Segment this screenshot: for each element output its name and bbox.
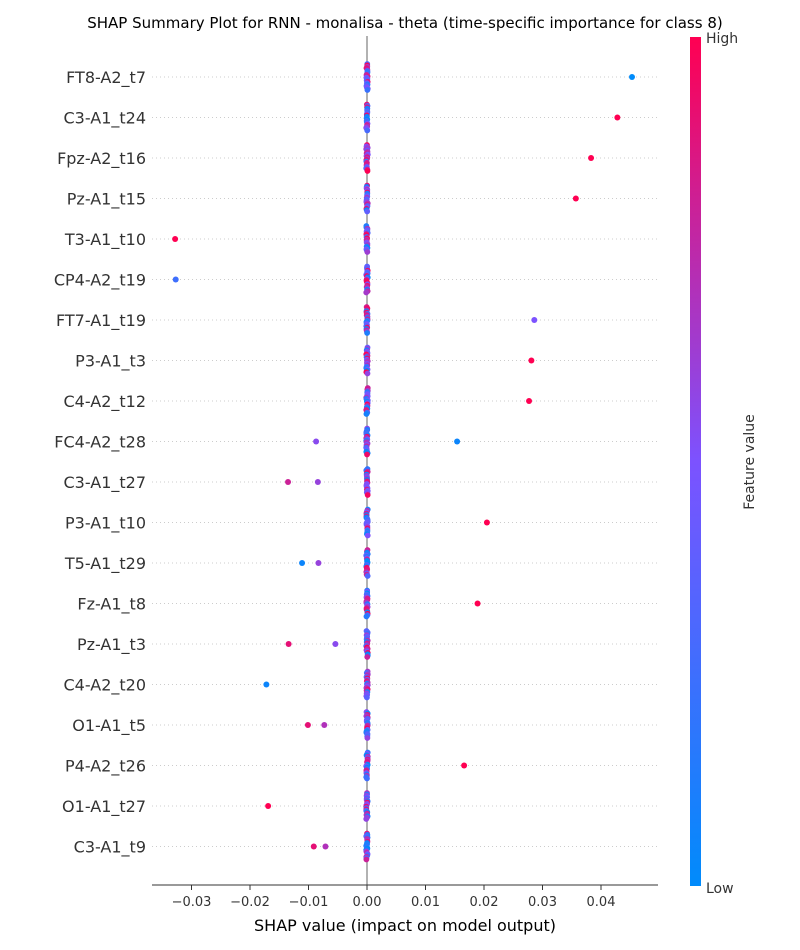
shap-point xyxy=(364,451,370,458)
shap-point xyxy=(531,317,538,323)
shap-point xyxy=(315,560,322,566)
shap-point xyxy=(474,600,481,607)
shap-point xyxy=(364,330,371,336)
shap-point xyxy=(364,370,371,377)
feature-label: FC4-A2_t28 xyxy=(54,433,146,453)
shap-point xyxy=(172,236,179,242)
chart-title: SHAP Summary Plot for RNN - monalisa - t… xyxy=(87,14,722,32)
shap-point xyxy=(364,573,371,579)
shap-point xyxy=(588,155,595,161)
shap-point xyxy=(483,519,490,526)
feature-label: C4-A2_t20 xyxy=(63,676,146,696)
feature-rows: FT8-A2_t7 C3-A1_t24 Fpz-A2_t16 Pz-A1_t15 T3-… xyxy=(54,68,658,858)
feature-label: P3-A1_t10 xyxy=(65,514,146,534)
colorbar-gradient xyxy=(690,37,701,886)
colorbar-title: Feature value xyxy=(742,414,758,510)
shap-point xyxy=(363,613,370,620)
x-tick-label: −0.03 xyxy=(172,895,212,910)
shap-point xyxy=(364,127,371,134)
shap-point xyxy=(614,114,621,121)
feature-label: O1-A1_t27 xyxy=(62,797,146,817)
shap-point xyxy=(299,560,306,566)
shap-point xyxy=(572,195,579,202)
shap-point xyxy=(363,289,370,296)
feature-label: O1-A1_t5 xyxy=(72,716,146,736)
feature-label: C4-A2_t12 xyxy=(63,392,146,412)
shap-point xyxy=(363,856,370,863)
x-axis-label: SHAP value (impact on model output) xyxy=(254,916,556,935)
shap-point xyxy=(528,357,535,364)
shap-point xyxy=(304,722,311,728)
shap-point xyxy=(364,735,371,741)
shap-point xyxy=(322,843,329,850)
shap-point xyxy=(285,641,292,647)
feature-label: CP4-A2_t19 xyxy=(54,271,146,291)
x-tick-label: −0.02 xyxy=(230,895,270,910)
feature-label: C3-A1_t24 xyxy=(63,109,146,129)
shap-point xyxy=(314,479,321,485)
points-layer xyxy=(172,61,636,863)
colorbar-low-label: Low xyxy=(706,881,734,897)
shap-point xyxy=(285,479,292,485)
shap-point xyxy=(364,694,370,701)
x-tick-label: −0.01 xyxy=(289,895,329,910)
feature-label: Pz-A1_t3 xyxy=(77,635,146,655)
colorbar-high-label: High xyxy=(706,31,738,47)
feature-label: Fpz-A2_t16 xyxy=(57,149,146,169)
shap-point xyxy=(364,208,371,215)
shap-point xyxy=(526,398,533,404)
shap-point xyxy=(364,532,371,539)
shap-point xyxy=(321,722,328,728)
shap-point xyxy=(363,816,370,822)
shap-point xyxy=(313,438,320,445)
colorbar: High Low Feature value xyxy=(690,31,758,897)
shap-point xyxy=(454,438,461,445)
x-tick-label: 0.02 xyxy=(470,895,499,910)
feature-label: C3-A1_t9 xyxy=(74,838,146,858)
x-ticks: −0.03 −0.02 −0.01 0.00 0.01 0.02 0.03 0.04 xyxy=(172,885,616,910)
shap-point xyxy=(364,775,370,782)
shap-point xyxy=(172,276,179,283)
shap-point xyxy=(363,411,370,417)
shap-point xyxy=(263,681,270,688)
feature-label: Pz-A1_t15 xyxy=(67,190,146,210)
x-tick-label: 0.01 xyxy=(411,895,440,910)
x-tick-label: 0.03 xyxy=(528,895,557,910)
feature-label: P3-A1_t3 xyxy=(75,352,146,372)
shap-point xyxy=(461,762,468,769)
feature-label: P4-A2_t26 xyxy=(65,757,146,777)
feature-label: FT7-A1_t19 xyxy=(56,311,146,331)
shap-point xyxy=(629,74,636,80)
shap-point xyxy=(364,249,371,255)
shap-point xyxy=(310,843,317,850)
shap-point xyxy=(364,87,371,93)
feature-label: C3-A1_t27 xyxy=(63,473,146,493)
shap-point xyxy=(265,803,272,809)
feature-label: T3-A1_t10 xyxy=(64,230,146,250)
feature-label: Fz-A1_t8 xyxy=(77,595,146,615)
feature-label: T5-A1_t29 xyxy=(64,554,146,574)
feature-label: FT8-A2_t7 xyxy=(66,68,146,88)
shap-point xyxy=(364,492,371,498)
shap-point xyxy=(332,641,339,647)
shap-point xyxy=(364,168,371,174)
x-tick-label: 0.04 xyxy=(587,895,616,910)
x-tick-label: 0.00 xyxy=(353,895,382,910)
shap-point xyxy=(364,654,371,660)
